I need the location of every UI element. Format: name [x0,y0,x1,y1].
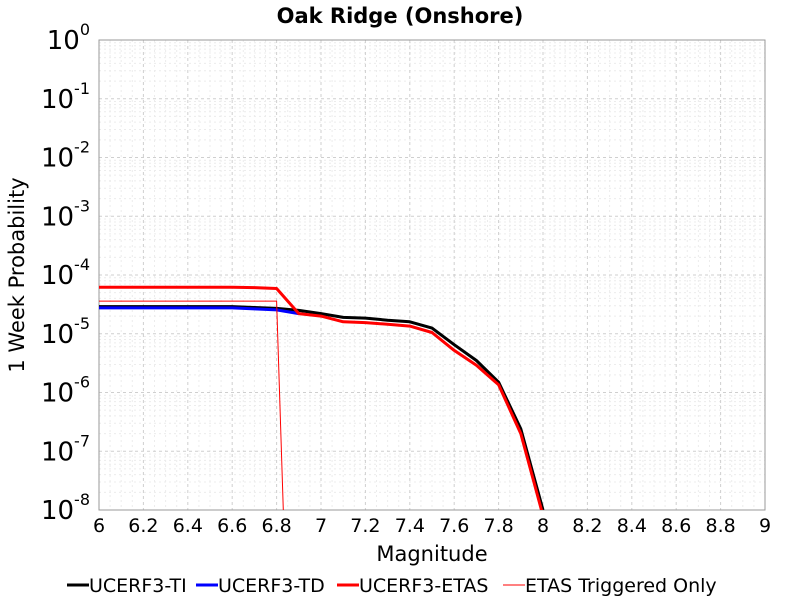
y-tick-labels: 100 10-1 10-2 10-3 10-4 10-5 10-6 10-7 10-8 [41,20,90,526]
x-tick-label: 6 [93,515,105,537]
legend-label: UCERF3-TI [89,575,187,597]
series-line-etas-triggered-only [99,300,284,510]
y-tick-label: 100 [47,20,90,56]
x-tick-labels: 6 6.2 6.4 6.6 6.8 7 7.2 7.4 7.6 7.8 8 8.2 8.4 8.6 8.8 9 [93,515,771,537]
y-tick-label: 10-4 [41,255,90,291]
plot-area-frame [98,39,766,511]
x-tick-label: 7 [315,515,327,537]
series-line-ucerf3-td [99,306,300,316]
x-tick-label: 8 [537,515,549,537]
x-axis-label: Magnitude [376,542,487,566]
x-tick-label: 7.8 [483,515,513,537]
x-tick-label: 8.6 [661,515,691,537]
y-tick-label: 10-2 [41,138,90,174]
series-layer [99,285,545,510]
x-tick-label: 6.4 [173,515,203,537]
y-tick-label: 10-8 [41,490,90,526]
y-tick-label: 10-1 [41,79,90,115]
legend-item-ucerf3-td: UCERF3-TD [196,575,325,597]
y-tick-label: 10-6 [41,373,90,409]
legend: UCERF3-TI UCERF3-TD UCERF3-ETAS ETAS Trigge… [67,575,717,597]
x-tick-label: 7.6 [439,515,469,537]
x-tick-label: 6.8 [261,515,291,537]
y-tick-label: 10-7 [41,431,90,467]
x-tick-label: 7.2 [350,515,380,537]
series-line-ucerf3-etas [99,285,544,510]
legend-label: UCERF3-ETAS [359,575,488,597]
legend-item-ucerf3-etas: UCERF3-ETAS [337,575,488,597]
legend-item-etas-triggered-only: ETAS Triggered Only [503,575,717,597]
y-axis-label: 1 Week Probability [5,177,29,372]
x-tick-label: 9 [759,515,771,537]
x-tick-label: 8.2 [572,515,602,537]
x-tick-label: 8.8 [705,515,735,537]
y-tick-label: 10-3 [41,196,90,232]
x-tick-label: 6.2 [128,515,158,537]
legend-label: ETAS Triggered Only [525,575,717,597]
y-tick-label: 10-5 [41,314,90,350]
x-tick-label: 6.6 [217,515,247,537]
legend-label: UCERF3-TD [218,575,325,597]
x-tick-label: 8.4 [617,515,647,537]
legend-item-ucerf3-ti: UCERF3-TI [67,575,187,597]
x-tick-label: 7.4 [395,515,425,537]
chart-title: Oak Ridge (Onshore) [277,4,524,28]
